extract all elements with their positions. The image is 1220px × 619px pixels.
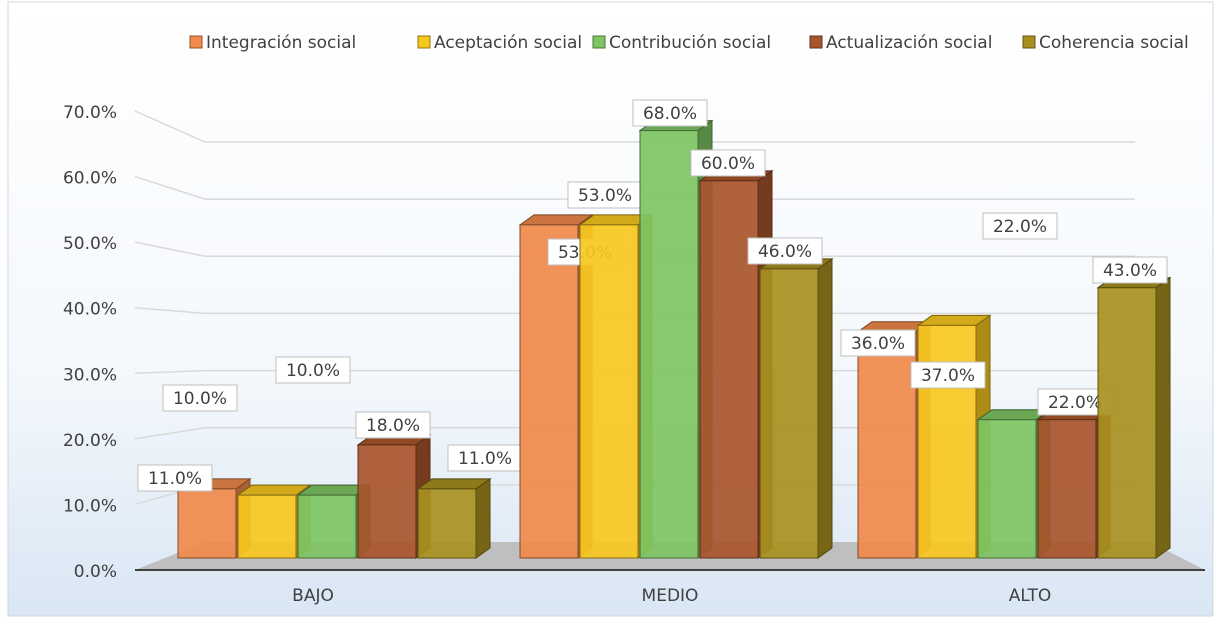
data-label: 46.0% — [747, 237, 823, 265]
y-tick-label: 40.0% — [63, 300, 117, 320]
data-label: 11.0% — [137, 464, 213, 492]
data-label: 60.0% — [690, 149, 766, 177]
legend-label: Contribución social — [609, 33, 771, 53]
data-label-box — [982, 212, 1058, 240]
legend-label: Integración social — [206, 33, 356, 53]
bar — [639, 130, 699, 559]
data-label: 10.0% — [162, 384, 238, 412]
data-label-box — [690, 149, 766, 177]
bar — [357, 444, 417, 559]
data-label-text: 11.0% — [458, 449, 512, 469]
legend-label: Actualización social — [826, 33, 992, 53]
data-label: 36.0% — [840, 329, 916, 357]
y-tick-label: 50.0% — [63, 234, 117, 254]
bar — [1097, 287, 1157, 559]
data-label-text: 60.0% — [701, 154, 755, 174]
grid-line — [134, 175, 1135, 200]
data-label-text: 68.0% — [643, 104, 697, 124]
bar — [759, 268, 819, 559]
data-label-box — [747, 237, 823, 265]
y-tick-label: 10.0% — [63, 496, 117, 516]
data-label-box — [567, 181, 643, 209]
x-tick-label: ALTO — [1009, 586, 1052, 606]
data-label: 43.0% — [1092, 256, 1168, 284]
grid-line — [134, 110, 1135, 143]
data-label-text: 11.0% — [148, 469, 202, 489]
data-label-box — [355, 411, 431, 439]
data-label-text: 37.0% — [921, 366, 975, 386]
legend-swatch — [592, 35, 606, 49]
data-label-text: 46.0% — [758, 242, 812, 262]
data-label-text: 10.0% — [173, 389, 227, 409]
data-label-text: 22.0% — [1048, 393, 1102, 413]
legend-label: Aceptación social — [434, 33, 582, 53]
data-label: 11.0% — [447, 444, 523, 472]
x-tick-label: MEDIO — [642, 586, 699, 606]
bar-side — [475, 477, 491, 559]
data-label-box — [447, 444, 523, 472]
bar — [519, 224, 579, 559]
data-label-text: 36.0% — [851, 334, 905, 354]
data-label: 18.0% — [355, 411, 431, 439]
bar-side — [817, 257, 833, 559]
data-label-text: 53.0% — [578, 186, 632, 206]
data-label-text: 43.0% — [1103, 261, 1157, 281]
data-label: 10.0% — [275, 356, 351, 384]
y-tick-label: 20.0% — [63, 431, 117, 451]
bar — [857, 331, 917, 559]
bar — [917, 324, 977, 559]
bar — [1037, 419, 1097, 559]
bar — [417, 488, 477, 559]
data-label: 22.0% — [982, 212, 1058, 240]
data-label-box — [840, 329, 916, 357]
legend-label: Coherencia social — [1039, 33, 1189, 53]
data-label-box — [632, 99, 708, 127]
bar — [297, 494, 357, 559]
data-label-box — [275, 356, 351, 384]
legend-swatch — [189, 35, 203, 49]
legend-swatch — [809, 35, 823, 49]
bar — [699, 180, 759, 559]
data-label-box — [910, 361, 986, 389]
data-label-box — [1092, 256, 1168, 284]
data-label: 37.0% — [910, 361, 986, 389]
data-label-box — [137, 464, 213, 492]
bar — [579, 224, 639, 559]
bar — [177, 488, 237, 559]
data-label-text: 18.0% — [366, 416, 420, 436]
y-tick-label: 0.0% — [74, 562, 117, 582]
data-label: 68.0% — [632, 99, 708, 127]
grid-line — [134, 241, 1135, 258]
data-label-box — [162, 384, 238, 412]
x-tick-label: BAJO — [292, 586, 334, 606]
data-label: 53.0% — [567, 181, 643, 209]
data-label-text: 10.0% — [286, 361, 340, 381]
bar — [237, 494, 297, 559]
y-tick-label: 30.0% — [63, 365, 117, 385]
bar — [977, 419, 1037, 559]
y-tick-label: 70.0% — [63, 103, 117, 123]
bar-side — [1155, 276, 1171, 559]
y-tick-label: 60.0% — [63, 169, 117, 189]
data-label-text: 22.0% — [993, 217, 1047, 237]
legend-swatch — [417, 35, 431, 49]
legend-swatch — [1022, 35, 1036, 49]
